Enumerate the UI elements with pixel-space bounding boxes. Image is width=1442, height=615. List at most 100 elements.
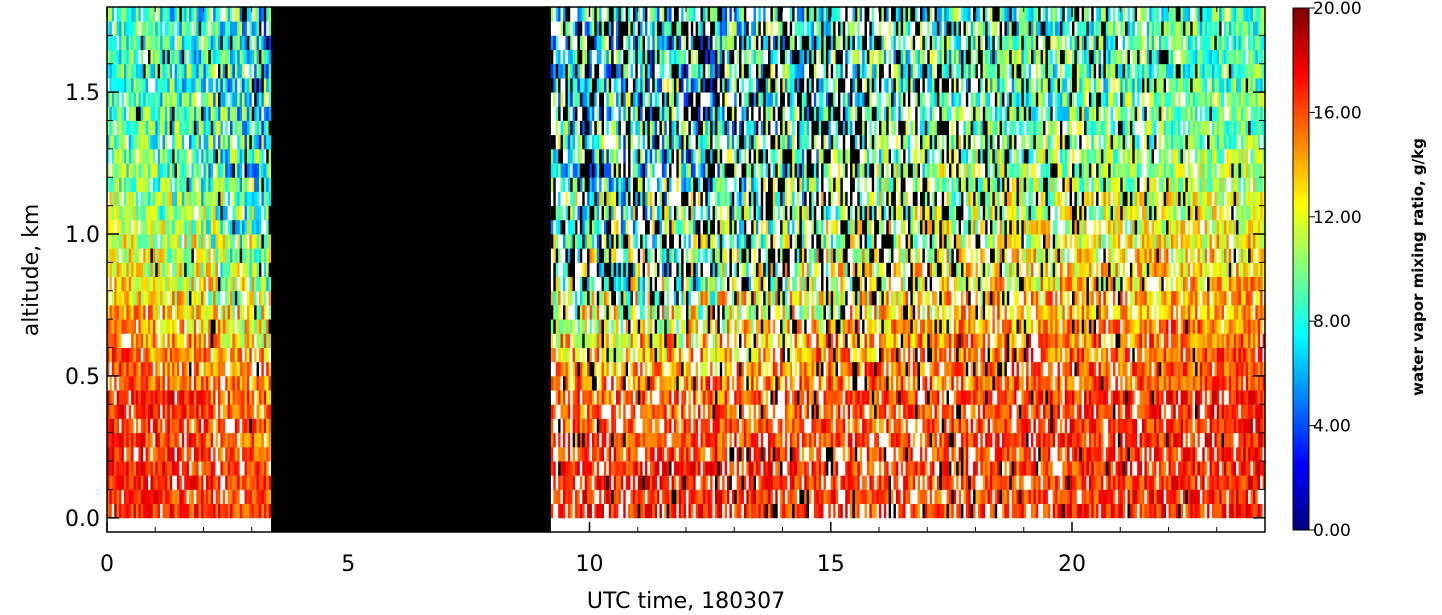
heatmap-cell	[821, 319, 824, 334]
heatmap-cell	[751, 475, 754, 490]
heatmap-cell	[881, 432, 885, 448]
heatmap-cell	[1033, 475, 1037, 490]
heatmap-cell	[678, 404, 682, 419]
heatmap-cell	[985, 333, 988, 348]
heatmap-cell	[232, 347, 236, 363]
heatmap-cell	[837, 489, 841, 505]
heatmap-cell	[775, 319, 779, 334]
heatmap-cell	[818, 333, 822, 348]
heatmap-cell	[1158, 418, 1162, 434]
heatmap-cell	[1202, 475, 1206, 490]
heatmap-cell	[886, 404, 890, 419]
heatmap-cell	[131, 333, 134, 348]
heatmap-cell	[973, 333, 976, 348]
heatmap-cell	[1156, 489, 1160, 505]
heatmap-cell	[215, 333, 219, 348]
heatmap-cell	[133, 503, 137, 519]
heatmap-cell	[155, 489, 159, 505]
heatmap-cell	[1062, 333, 1066, 348]
heatmap-cell	[1238, 390, 1242, 405]
heatmap-cell	[997, 319, 1001, 334]
heatmap-cell	[143, 461, 146, 476]
heatmap-cell	[1170, 418, 1174, 434]
heatmap-cell	[816, 390, 820, 405]
heatmap-cell	[968, 404, 972, 419]
heatmap-cell	[987, 390, 991, 405]
heatmap-cell	[789, 375, 793, 391]
heatmap-cell	[1115, 333, 1119, 348]
heatmap-cell	[743, 475, 747, 490]
heatmap-cell	[1195, 404, 1198, 419]
heatmap-cell	[886, 432, 890, 448]
heatmap-cell	[910, 475, 914, 490]
heatmap-cell	[657, 375, 660, 391]
heatmap-cell	[630, 333, 634, 348]
heatmap-cell	[1137, 404, 1140, 419]
heatmap-cell	[799, 404, 803, 419]
heatmap-cell	[1199, 375, 1203, 391]
heatmap-cell	[915, 333, 918, 348]
heatmap-cell	[1050, 461, 1054, 476]
heatmap-cell	[1069, 347, 1073, 363]
heatmap-cell	[1161, 475, 1165, 490]
heatmap-cell	[232, 489, 236, 505]
heatmap-cell	[589, 319, 593, 334]
heatmap-cell	[922, 461, 926, 476]
heatmap-cell	[799, 333, 803, 348]
heatmap-cell	[1074, 503, 1078, 519]
heatmap-cell	[970, 461, 974, 476]
heatmap-cell	[1091, 404, 1095, 419]
heatmap-cell	[227, 418, 231, 434]
heatmap-cell	[1178, 333, 1181, 348]
heatmap-cell	[210, 475, 214, 490]
heatmap-cell	[169, 503, 173, 519]
heatmap-cell	[205, 461, 209, 476]
heatmap-cell	[239, 503, 243, 519]
heatmap-cell	[1091, 390, 1095, 405]
heatmap-cell	[152, 347, 156, 363]
heatmap-cell	[201, 347, 204, 363]
heatmap-cell	[1108, 418, 1111, 434]
heatmap-cell	[654, 418, 658, 434]
heatmap-cell	[763, 475, 767, 490]
heatmap-cell	[678, 418, 682, 434]
heatmap-cell	[1091, 432, 1095, 448]
heatmap-cell	[133, 404, 137, 419]
heatmap-cell	[681, 404, 684, 419]
heatmap-cell	[567, 404, 571, 419]
heatmap-cell	[1195, 475, 1198, 490]
heatmap-cell	[794, 432, 798, 448]
heatmap-cell	[915, 475, 918, 490]
heatmap-cell	[628, 404, 631, 419]
heatmap-cell	[225, 418, 229, 434]
heatmap-cell	[570, 361, 574, 377]
heatmap-cell	[854, 390, 858, 405]
heatmap-cell	[1202, 347, 1206, 363]
heatmap-cell	[864, 319, 868, 334]
heatmap-cell	[1185, 432, 1189, 448]
heatmap-cell	[1105, 461, 1109, 476]
heatmap-cell	[131, 489, 134, 505]
heatmap-cell	[799, 347, 803, 363]
heatmap-cell	[575, 404, 578, 419]
heatmap-cell	[961, 347, 964, 363]
heatmap-cell	[924, 390, 928, 405]
heatmap-cell	[1127, 503, 1131, 519]
heatmap-cell	[845, 503, 849, 519]
heatmap-cell	[1103, 333, 1107, 348]
heatmap-cell	[1074, 418, 1078, 434]
heatmap-cell	[191, 390, 195, 405]
heatmap-cell	[1059, 390, 1063, 405]
heatmap-cell	[570, 333, 574, 348]
heatmap-cell	[1228, 489, 1232, 505]
heatmap-cell	[879, 375, 882, 391]
heatmap-cell	[946, 319, 950, 334]
heatmap-cell	[1035, 461, 1039, 476]
heatmap-cell	[254, 446, 257, 462]
heatmap-cell	[126, 404, 130, 419]
heatmap-cell	[1245, 375, 1249, 391]
heatmap-cell	[673, 446, 677, 462]
heatmap-cell	[625, 503, 629, 519]
heatmap-cell	[1190, 347, 1194, 363]
heatmap-cell	[1006, 503, 1010, 519]
